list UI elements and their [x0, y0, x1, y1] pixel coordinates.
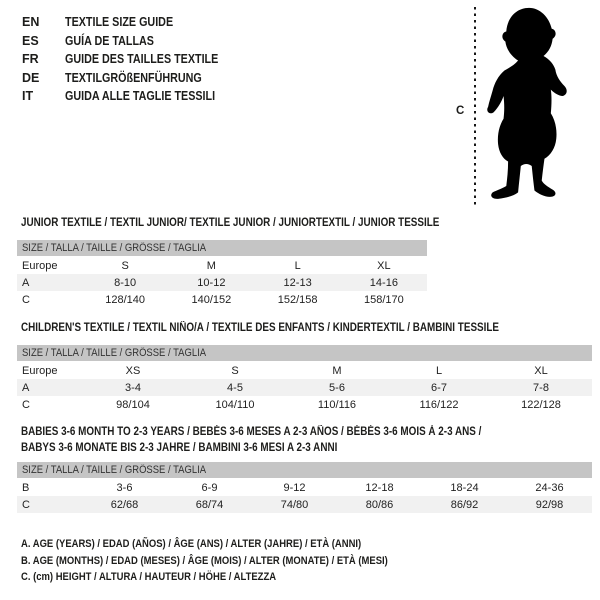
row-label: C: [22, 498, 30, 511]
size-value: 4-5: [227, 381, 243, 394]
size-column-label: L: [294, 259, 301, 272]
table-row-c: C 62/68 68/74 74/80 80/86 86/92 92/98: [17, 496, 592, 513]
size-column-label: XL: [534, 364, 548, 377]
columns-row: Europe S M L XL: [17, 257, 427, 274]
region-label: Europe: [22, 259, 58, 272]
size-value: 6-9: [201, 481, 218, 494]
language-row-de: DE TEXTILGRÖßENFÜHRUNG: [22, 69, 243, 88]
size-column-label: M: [206, 259, 216, 272]
size-value: 10-12: [197, 276, 226, 289]
row-label: C: [22, 293, 30, 306]
babies-section-title-line1: BABIES 3-6 MONTH TO 2-3 YEARS / BEBÉS 3-…: [21, 426, 482, 438]
size-value: 74/80: [280, 498, 309, 511]
size-header-row: SIZE / TALLA / TAILLE / GRÖSSE / TAGLIA: [17, 345, 592, 361]
size-value: 7-8: [533, 381, 549, 394]
size-value: 5-6: [329, 381, 345, 394]
junior-size-table: SIZE / TALLA / TAILLE / GRÖSSE / TAGLIA …: [17, 240, 427, 308]
row-label: A: [22, 381, 30, 394]
row-label: C: [22, 398, 30, 411]
babies-section-title-line2: BABYS 3-6 MONATE BIS 2-3 JAHRE / BAMBINI…: [21, 442, 338, 454]
size-value: 12-13: [283, 276, 312, 289]
language-code: IT: [22, 89, 34, 104]
height-measure-dashed-line: [474, 7, 476, 207]
size-value: 3-6: [116, 481, 133, 494]
language-code: DE: [22, 70, 40, 85]
size-header-label: SIZE / TALLA / TAILLE / GRÖSSE / TAGLIA: [22, 464, 207, 476]
size-value: 8-10: [114, 276, 137, 289]
size-value: 18-24: [450, 481, 479, 494]
size-header-label: SIZE / TALLA / TAILLE / GRÖSSE / TAGLIA: [22, 242, 207, 254]
language-row-it: IT GUIDA ALLE TAGLIE TESSILI: [22, 87, 243, 106]
size-header-row: SIZE / TALLA / TAILLE / GRÖSSE / TAGLIA: [17, 462, 592, 478]
junior-section-title: JUNIOR TEXTILE / TEXTIL JUNIOR/ TEXTILE …: [21, 217, 440, 229]
row-label: A: [22, 276, 30, 289]
size-value: 9-12: [283, 481, 306, 494]
size-value: 128/140: [105, 293, 145, 306]
row-label: B: [22, 481, 30, 494]
language-code: EN: [22, 15, 40, 30]
size-value: 152/158: [277, 293, 318, 306]
size-column-label: S: [121, 259, 129, 272]
height-measure-label: C: [456, 105, 465, 117]
language-list: EN TEXTILE SIZE GUIDE ES GUÍA DE TALLAS …: [22, 13, 243, 106]
footnote-c: C. (cm) HEIGHT / ALTURA / HAUTEUR / HÖHE…: [21, 571, 277, 584]
babies-size-table: SIZE / TALLA / TAILLE / GRÖSSE / TAGLIA …: [17, 462, 592, 513]
columns-row: Europe XS S M L XL: [17, 362, 592, 379]
size-value: 62/68: [110, 498, 139, 511]
children-section-title: CHILDREN'S TEXTILE / TEXTIL NIÑO/A / TEX…: [21, 322, 500, 334]
size-value: 140/152: [191, 293, 232, 306]
size-column-label: XL: [377, 259, 391, 272]
table-row-c: C 128/140 140/152 152/158 158/170: [17, 291, 427, 308]
size-value: 98/104: [116, 398, 150, 411]
table-row-a: A 8-10 10-12 12-13 14-16: [17, 274, 427, 291]
size-value: 104/110: [215, 398, 255, 411]
size-value: 12-18: [365, 481, 394, 494]
language-row-en: EN TEXTILE SIZE GUIDE: [22, 13, 243, 32]
size-value: 80/86: [365, 498, 394, 511]
language-code: FR: [22, 52, 39, 67]
size-value: 92/98: [535, 498, 564, 511]
language-row-es: ES GUÍA DE TALLAS: [22, 32, 243, 51]
table-row-a: A 3-4 4-5 5-6 6-7 7-8: [17, 379, 592, 396]
size-header-label: SIZE / TALLA / TAILLE / GRÖSSE / TAGLIA: [22, 347, 207, 359]
size-value: 6-7: [431, 381, 447, 394]
size-value: 158/170: [363, 293, 404, 306]
size-value: 110/116: [317, 398, 357, 411]
table-row-b: B 3-6 6-9 9-12 12-18 18-24 24-36: [17, 479, 592, 496]
size-column-label: XS: [125, 364, 141, 377]
size-header-row: SIZE / TALLA / TAILLE / GRÖSSE / TAGLIA: [17, 240, 427, 256]
toddler-silhouette-icon: [487, 7, 567, 199]
size-column-label: L: [435, 364, 443, 377]
footnotes: A. AGE (YEARS) / EDAD (AÑOS) / ÂGE (ANS)…: [21, 536, 448, 586]
size-value: 68/74: [195, 498, 224, 511]
language-label: GUIDA ALLE TAGLIE TESSILI: [65, 89, 216, 104]
size-column-label: M: [332, 364, 342, 377]
language-label: GUÍA DE TALLAS: [65, 33, 154, 48]
figure-area: C: [450, 0, 600, 215]
footnote-a: A. AGE (YEARS) / EDAD (AÑOS) / ÂGE (ANS)…: [21, 538, 362, 551]
children-size-table: SIZE / TALLA / TAILLE / GRÖSSE / TAGLIA …: [17, 345, 592, 413]
language-code: ES: [22, 33, 39, 48]
size-value: 14-16: [369, 276, 398, 289]
language-row-fr: FR GUIDE DES TAILLES TEXTILE: [22, 50, 243, 69]
size-value: 3-4: [125, 381, 141, 394]
size-value: 116/122: [419, 398, 459, 411]
language-label: TEXTILE SIZE GUIDE: [65, 15, 174, 30]
size-value: 86/92: [450, 498, 479, 511]
language-label: TEXTILGRÖßENFÜHRUNG: [65, 70, 202, 85]
size-value: 24-36: [535, 481, 564, 494]
region-label: Europe: [22, 364, 58, 377]
table-row-c: C 98/104 104/110 110/116 116/122 122/128: [17, 396, 592, 413]
footnote-b: B. AGE (MONTHS) / EDAD (MESES) / ÂGE (MO…: [21, 554, 388, 567]
language-label: GUIDE DES TAILLES TEXTILE: [65, 52, 219, 67]
size-value: 122/128: [521, 398, 561, 411]
size-column-label: S: [231, 364, 239, 377]
